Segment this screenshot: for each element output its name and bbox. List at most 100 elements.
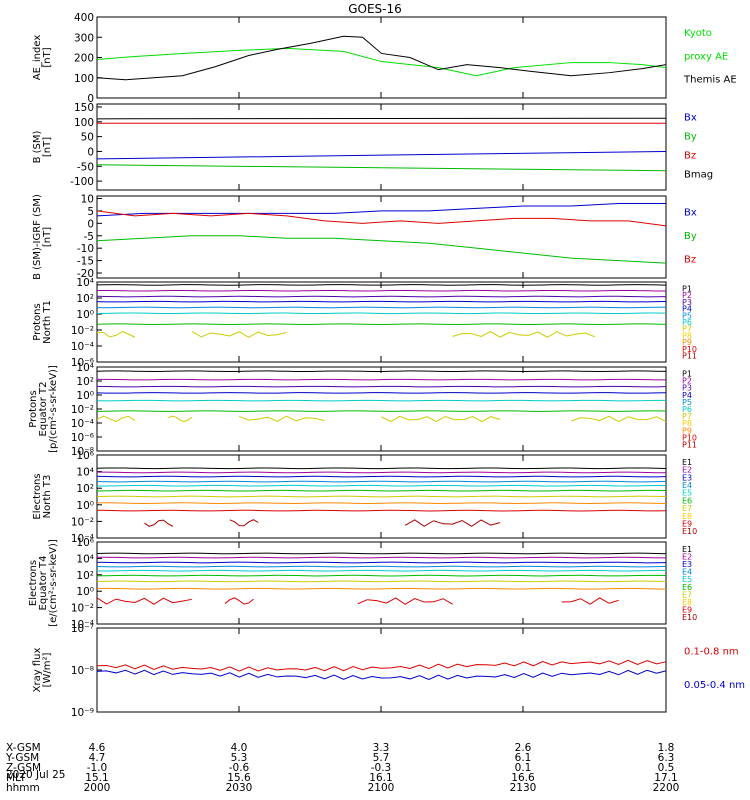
series-e1: [96, 552, 667, 555]
panel-protons-north-t1: 10⁴ 10² 10⁰ 10⁻² 10⁻⁴ 10⁻⁶ Protons North T1 P1P2…: [32, 277, 697, 369]
y-tick-label: 10²: [76, 376, 94, 388]
footer-cell: 6.3: [658, 752, 675, 764]
footer-cell: 0.1: [515, 762, 532, 774]
y-tick-label: 10⁻²: [71, 325, 94, 337]
footer-cell: 5.7: [373, 752, 390, 764]
series-p2: [96, 289, 667, 292]
footer-cell: 15.1: [85, 772, 108, 784]
series-p4: [96, 392, 667, 394]
series-e8: [96, 587, 667, 590]
legend-label: E3: [682, 560, 692, 569]
panel-xray-flux: 10⁻⁷ 10⁻⁸ 10⁻⁹ Xray flux [W/m²] 0.1-0.8 nm 0.0…: [32, 623, 745, 719]
y-tick-label: 10⁴: [76, 277, 94, 289]
legend-label: P4: [682, 305, 692, 314]
series-by: [96, 164, 667, 172]
footer-cell: 17.1: [654, 772, 677, 784]
legend-label: E9: [682, 519, 692, 528]
legend-label: E7: [682, 590, 692, 599]
y-tick-label: -20: [77, 268, 94, 280]
series-e2: [96, 471, 667, 474]
series-e3: [96, 475, 667, 478]
panel-frame: [96, 627, 667, 713]
series-e2: [96, 556, 667, 559]
panel-frame: [96, 103, 667, 191]
panel-frame: [96, 541, 667, 625]
legend-label: P8: [682, 331, 692, 340]
series-p5: [96, 399, 667, 402]
legend-label: P1: [682, 284, 692, 293]
legend-label: P3: [682, 384, 692, 393]
y-tick-label: 10⁻²: [71, 516, 94, 528]
y-axis-label: Xray flux: [32, 648, 43, 693]
footer-row-label: hhmm: [6, 782, 40, 794]
y-axis-label: Protons: [28, 390, 39, 427]
y-tick-label: 10⁻⁷: [71, 623, 94, 635]
footer-cell: 1.8: [658, 742, 675, 754]
series-0-1-0-8-nm: [96, 659, 667, 672]
legend-label: E8: [682, 598, 692, 607]
footer-cell: 4.6: [89, 742, 106, 754]
panel-electrons-equator-t4: 10⁶ 10⁴ 10² 10⁰ 10⁻² 10⁻⁴ Electrons Equator T4[…: [28, 537, 697, 631]
legend-label: P7: [682, 412, 692, 421]
y-tick-label: 10⁴: [76, 362, 94, 374]
y-axis-label: B (SM): [32, 130, 43, 163]
series-p6: [96, 312, 667, 315]
footer-cell: 2000: [84, 782, 111, 794]
panel-b-sm: 150 100 50 0 -50 -100 B (SM) [nT] Bx By Bz Bmag: [32, 102, 713, 191]
series-e10: [404, 519, 501, 527]
y-tick-label: -15: [77, 256, 94, 268]
legend-label: E10: [682, 527, 697, 536]
footer-cell: 4.7: [89, 752, 106, 764]
footer-row-label: X-GSM: [6, 742, 41, 754]
legend-label: E4: [682, 568, 692, 577]
series-p7: [381, 415, 501, 423]
legend-label: P4: [682, 391, 692, 400]
legend-label: E4: [682, 481, 692, 490]
y-tick-label: 0: [87, 93, 94, 105]
date-label: 2020 Jul 25: [6, 769, 65, 781]
y-tick-label: 100: [74, 117, 94, 129]
y-tick-label: 10⁰: [76, 309, 94, 321]
legend-label: By: [684, 131, 697, 142]
legend-label: P1: [682, 370, 692, 379]
series-bmag: [96, 117, 667, 120]
y-tick-label: 10⁻⁴: [71, 341, 94, 353]
y-tick-label: 10⁴: [76, 467, 94, 479]
series-p5: [96, 306, 667, 309]
legend-label: P10: [682, 345, 697, 354]
y-axis-label: North T1: [42, 300, 53, 344]
legend-label: P9: [682, 338, 692, 347]
legend-label: Kyoto: [684, 28, 712, 39]
y-axis-label: Electrons: [32, 473, 43, 519]
y-tick-label: 10⁶: [76, 450, 94, 462]
legend-label: 0.1-0.8 nm: [684, 647, 739, 658]
footer-cell: 3.3: [373, 742, 390, 754]
legend-label: E10: [682, 613, 697, 622]
footer-cell: 2100: [368, 782, 395, 794]
legend-label: E1: [682, 545, 692, 554]
legend-label: P7: [682, 325, 692, 334]
legend-label: P9: [682, 426, 692, 435]
series-e9: [357, 597, 453, 605]
series-e5: [96, 484, 667, 487]
series-p7: [167, 415, 193, 423]
series-themis-ae: [96, 35, 667, 81]
legend-label: E6: [682, 583, 692, 592]
y-axis-label: AE_index: [32, 35, 43, 81]
series-by: [96, 235, 667, 264]
legend-label: E5: [682, 489, 692, 498]
footer-cell: -0.3: [371, 762, 392, 774]
series-e4: [96, 565, 667, 568]
y-axis-label: [nT]: [42, 227, 53, 247]
y-tick-label: -50: [77, 161, 94, 173]
series-0-05-0-4-nm: [96, 669, 667, 680]
footer-row-label: MLT: [6, 772, 26, 784]
y-tick-label: 10⁻⁴: [71, 418, 94, 430]
legend-label: P6: [682, 405, 692, 414]
legend-label: Bx: [684, 112, 697, 123]
y-tick-label: 10⁻⁹: [71, 707, 94, 719]
legend-label: Themis AE: [683, 74, 737, 85]
legend-label: E6: [682, 496, 692, 505]
y-tick-label: 10⁰: [76, 500, 94, 512]
